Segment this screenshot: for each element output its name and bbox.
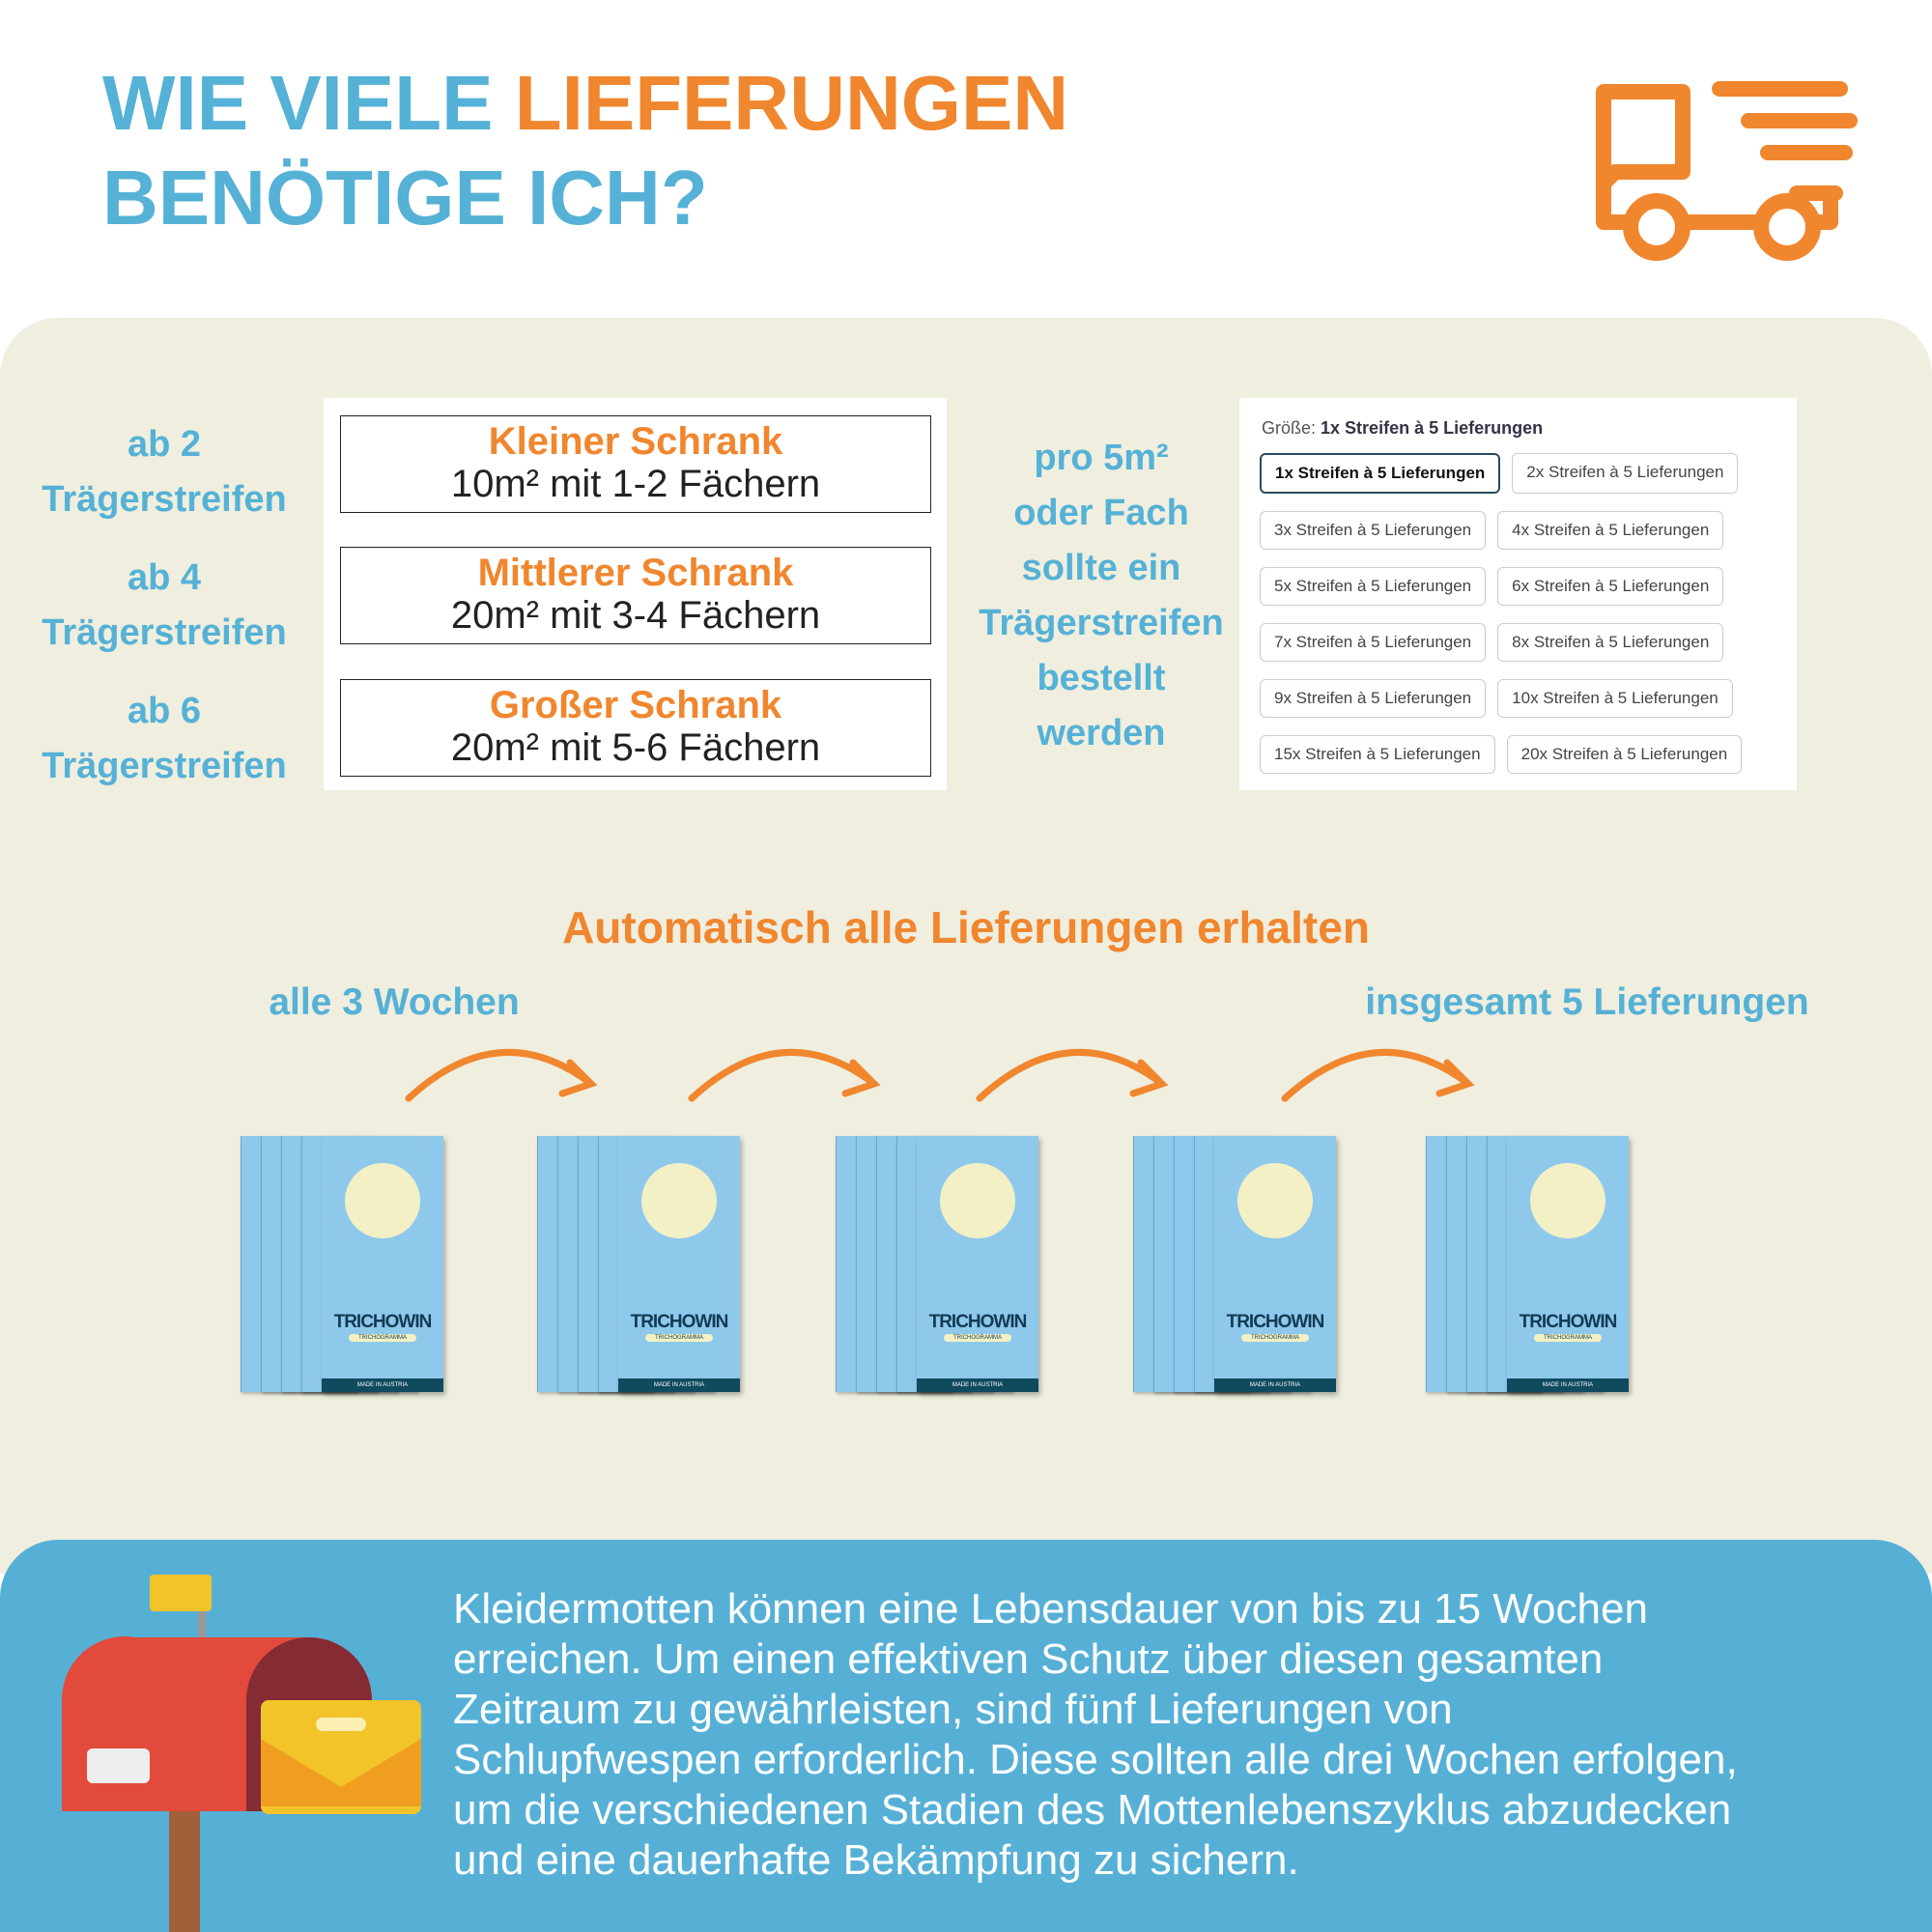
size-box: Großer Schrank 20m² mit 5-6 Fächern: [340, 679, 931, 777]
options: 1x Streifen à 5 Lieferungen 2x Streifen à…: [1260, 453, 1781, 774]
size-box: Mittlerer Schrank 20m² mit 3-4 Fächern: [340, 547, 931, 644]
label: Größe:: [1262, 418, 1317, 438]
requirement-amount: ab 6: [127, 691, 202, 731]
size-option[interactable]: 8x Streifen à 5 Lieferungen: [1497, 623, 1724, 662]
recommendation-line: sollte ein: [1021, 548, 1181, 588]
packet-subtitle: TRICHOGRAMMA: [1534, 1334, 1602, 1342]
mailbox-icon: [61, 1575, 421, 1932]
info-line: erreichen. Um einen effektiven Schutz üb…: [453, 1635, 1604, 1683]
requirement-unit: Trägerstreifen: [42, 612, 287, 653]
size-option[interactable]: 3x Streifen à 5 Lieferungen: [1260, 511, 1487, 550]
size-option[interactable]: 20x Streifen à 5 Lieferungen: [1506, 735, 1743, 774]
packet-stack: TRICHOWIN TRICHOGRAMMA MADE IN AUSTRIA: [836, 1133, 1038, 1396]
size-option[interactable]: 2x Streifen à 5 Lieferungen: [1512, 453, 1739, 494]
recommendation-line: werden: [1037, 713, 1166, 753]
packet-origin: MADE IN AUSTRIA: [322, 1378, 443, 1392]
size-name: Mittlerer Schrank: [477, 552, 794, 594]
selected-value: 1x Streifen à 5 Lieferungen: [1321, 418, 1544, 438]
size-option[interactable]: 5x Streifen à 5 Lieferungen: [1260, 567, 1487, 606]
interval: alle 3 Wochen: [269, 981, 520, 1023]
total: insgesamt 5 Lieferungen: [1365, 981, 1809, 1023]
arrow: [405, 1048, 598, 1102]
requirement: ab 4 Trägerstreifen: [19, 551, 309, 661]
packet-stack: TRICHOWIN TRICHOGRAMMA MADE IN AUSTRIA: [537, 1133, 740, 1396]
size-name: Kleiner Schrank: [488, 420, 783, 463]
packet-front: TRICHOWIN TRICHOGRAMMA MADE IN AUSTRIA: [1507, 1136, 1629, 1392]
size-box: Kleiner Schrank 10m² mit 1-2 Fächern: [340, 415, 931, 513]
packet-window: [345, 1163, 420, 1238]
recommendation-line: Trägerstreifen: [979, 603, 1224, 643]
packet-brand: TRICHOWIN: [630, 1312, 729, 1332]
recommendation-line: pro 5m²: [1034, 438, 1169, 478]
requirement: ab 2 Trägerstreifen: [19, 417, 309, 527]
requirement-unit: Trägerstreifen: [42, 746, 287, 786]
packet-origin: MADE IN AUSTRIA: [1214, 1378, 1336, 1392]
title-part: WIE VIELE: [102, 60, 494, 146]
info-line: Zeitraum zu gewährleisten, sind fünf Lie…: [453, 1686, 1453, 1733]
info-text: Kleidermotten können eine Lebensdauer vo…: [453, 1584, 1738, 1886]
size-option[interactable]: 4x Streifen à 5 Lieferungen: [1497, 511, 1724, 550]
packet-origin: MADE IN AUSTRIA: [1507, 1378, 1629, 1392]
size-name: Großer Schrank: [489, 684, 782, 726]
title-line: BENÖTIGE ICH?: [102, 155, 708, 241]
truck-icon: [1596, 81, 1858, 261]
info-line: Kleidermotten können eine Lebensdauer vo…: [453, 1585, 1648, 1633]
packet-front: TRICHOWIN TRICHOGRAMMA MADE IN AUSTRIA: [618, 1136, 740, 1392]
packet-subtitle: TRICHOGRAMMA: [1241, 1334, 1309, 1342]
requirement-amount: ab 2: [127, 424, 202, 465]
requirement-unit: Trägerstreifen: [42, 479, 287, 520]
size-option[interactable]: 9x Streifen à 5 Lieferungen: [1260, 679, 1487, 718]
packet-brand: TRICHOWIN: [1226, 1312, 1325, 1332]
size-description: 10m² mit 1-2 Fächern: [450, 463, 821, 505]
packet-subtitle: TRICHOGRAMMA: [349, 1334, 416, 1342]
packet-window: [940, 1163, 1015, 1238]
arrow: [1281, 1048, 1475, 1102]
title-highlight: LIEFERUNGEN: [514, 60, 1069, 146]
recommendation-line: oder Fach: [1013, 493, 1189, 533]
packet-origin: MADE IN AUSTRIA: [618, 1378, 740, 1392]
recommendation-line: bestellt: [1037, 658, 1166, 698]
packet-window: [1530, 1163, 1605, 1238]
packet-stack: TRICHOWIN TRICHOGRAMMA MADE IN AUSTRIA: [1426, 1133, 1629, 1396]
size-option[interactable]: 7x Streifen à 5 Lieferungen: [1260, 623, 1487, 662]
requirement: ab 6 Trägerstreifen: [19, 684, 309, 794]
size-option[interactable]: 10x Streifen à 5 Lieferungen: [1497, 679, 1733, 718]
arrow: [976, 1048, 1169, 1102]
size-option[interactable]: 15x Streifen à 5 Lieferungen: [1260, 735, 1495, 774]
packet-front: TRICHOWIN TRICHOGRAMMA MADE IN AUSTRIA: [917, 1136, 1038, 1392]
info-line: um die verschiedenen Stadien des Mottenl…: [453, 1786, 1732, 1833]
packet-origin: MADE IN AUSTRIA: [917, 1378, 1038, 1392]
packet-stack: TRICHOWIN TRICHOGRAMMA MADE IN AUSTRIA: [241, 1133, 443, 1396]
packet-front: TRICHOWIN TRICHOGRAMMA MADE IN AUSTRIA: [1214, 1136, 1336, 1392]
packet-subtitle: TRICHOGRAMMA: [944, 1334, 1011, 1342]
packet-subtitle: TRICHOGRAMMA: [645, 1334, 713, 1342]
packet-brand: TRICHOWIN: [928, 1312, 1028, 1332]
sizes-card: [324, 398, 947, 790]
packet-window: [641, 1163, 717, 1238]
size-option[interactable]: 1x Streifen à 5 Lieferungen: [1260, 453, 1501, 494]
info-line: Schlupfwespen erforderlich. Diese sollte…: [453, 1736, 1738, 1783]
selector-label: Größe: 1x Streifen à 5 Lieferungen: [1262, 418, 1543, 439]
delivery-title: Automatisch alle Lieferungen erhalten: [562, 902, 1370, 952]
requirement-amount: ab 4: [127, 557, 202, 598]
size-option[interactable]: 6x Streifen à 5 Lieferungen: [1497, 567, 1724, 606]
packet-brand: TRICHOWIN: [333, 1312, 433, 1332]
info-line: und eine dauerhafte Bekämpfung zu sicher…: [453, 1836, 1299, 1884]
title: WIE VIELE LIEFERUNGEN BENÖTIGE ICH?: [102, 56, 1068, 245]
packet-window: [1237, 1163, 1313, 1238]
size-description: 20m² mit 5-6 Fächern: [450, 726, 821, 769]
arrows: [405, 1048, 1475, 1102]
packet-stack: TRICHOWIN TRICHOGRAMMA MADE IN AUSTRIA: [1133, 1133, 1336, 1396]
arrow: [688, 1048, 881, 1102]
packet-front: TRICHOWIN TRICHOGRAMMA MADE IN AUSTRIA: [322, 1136, 443, 1392]
size-description: 20m² mit 3-4 Fächern: [450, 594, 821, 637]
recommendation: pro 5m² oder Fach sollte ein Trägerstreifen…: [956, 431, 1246, 761]
packet-brand: TRICHOWIN: [1519, 1312, 1618, 1332]
